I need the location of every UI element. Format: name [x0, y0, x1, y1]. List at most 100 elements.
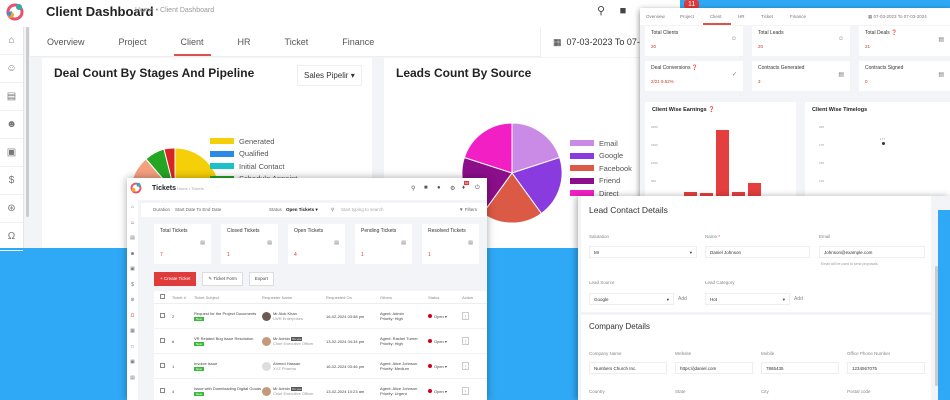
tab-overview[interactable]: Overview — [646, 14, 665, 19]
headset-icon[interactable]: Ω — [130, 312, 135, 319]
notification-badge[interactable]: 11 — [684, 0, 700, 9]
pipeline-select[interactable]: Sales Pipelir ▾ — [297, 65, 362, 86]
cart-icon[interactable]: ⊛ — [130, 297, 135, 303]
row-checkbox[interactable] — [160, 313, 165, 318]
clock-icon[interactable]: ● — [437, 185, 441, 191]
lead-source-select[interactable]: Google ▾ — [589, 293, 674, 305]
calendar-icon[interactable]: ▦ — [130, 328, 135, 334]
bar[interactable] — [716, 130, 729, 200]
tab-hr[interactable]: HR — [738, 14, 745, 19]
sticky-note-icon[interactable]: ■ — [619, 5, 627, 17]
table-row[interactable]: 1 Invoice Issue New Ahmed Hassan XYZ Pharm… — [154, 354, 487, 379]
table-row[interactable]: 2 Request for the Project Documents New M… — [154, 304, 487, 329]
tab-client[interactable]: Client — [710, 14, 722, 19]
bell-icon[interactable]: ♦ 10 — [462, 181, 470, 191]
status-select[interactable]: Open ▾ — [428, 313, 462, 319]
export-button[interactable]: Export — [248, 272, 274, 286]
power-icon[interactable]: ⏻ — [475, 185, 480, 191]
row-checkbox[interactable] — [160, 388, 165, 393]
salutation-select[interactable]: Mr ▾ — [589, 246, 697, 258]
legend-item[interactable]: Email — [570, 137, 632, 150]
legend-item[interactable]: Friend — [570, 175, 632, 188]
row-checkbox[interactable] — [160, 363, 165, 368]
more-actions-button[interactable]: ⋮ — [462, 387, 469, 395]
home-icon[interactable]: ⌂ — [130, 204, 135, 210]
sidebar-scrollbar[interactable] — [26, 27, 29, 217]
briefcase-icon[interactable]: ▣ — [130, 266, 135, 272]
add-lead-category-button[interactable]: Add — [794, 296, 803, 302]
more-actions-button[interactable]: ⋮ — [462, 337, 469, 345]
date-range-picker[interactable]: ▦ 07-03-2023 To 07-03-2024 — [540, 27, 650, 57]
date-range-picker[interactable]: ▦ 07-03-2023 To 07-03-2024 — [868, 14, 927, 19]
create-ticket-button[interactable]: + Create Ticket — [154, 272, 197, 286]
search-icon[interactable]: ⚲ — [411, 186, 416, 192]
lead-category-select[interactable]: Hot ▾ — [705, 293, 790, 305]
row-checkbox[interactable] — [160, 338, 165, 343]
email-field[interactable]: Johnson@example.com — [819, 246, 925, 258]
column-header[interactable]: Ticket Subject — [194, 294, 219, 300]
sticky-note-icon[interactable]: ■ — [424, 185, 428, 191]
tab-ticket[interactable]: Ticket — [284, 37, 309, 47]
name-field[interactable]: Daniel Johnson — [705, 246, 810, 258]
more-actions-button[interactable]: ⋮ — [462, 312, 469, 320]
tab-finance[interactable]: Finance — [790, 14, 807, 19]
chart-icon[interactable]: ▤ — [130, 235, 135, 241]
data-point[interactable] — [882, 142, 885, 145]
legend-item[interactable]: Direct — [570, 187, 632, 200]
column-header[interactable]: Status — [428, 294, 440, 300]
legend-item[interactable]: Facebook — [570, 162, 632, 175]
legend-item[interactable]: Generated — [210, 135, 297, 148]
status-select[interactable]: Open ▾ — [428, 388, 462, 394]
form-scrollbar[interactable] — [935, 266, 938, 386]
leads-pie-chart[interactable] — [462, 123, 562, 223]
ticket-form-button[interactable]: ✎ Ticket Form — [202, 272, 243, 286]
tab-overview[interactable]: Overview — [47, 37, 85, 47]
gear-icon[interactable]: ⚙ — [450, 186, 456, 192]
home-icon[interactable]: ⌂ — [0, 27, 23, 55]
table-row[interactable]: 6 VR Related Bug Issue Resolution New Mr … — [154, 329, 487, 354]
dollar-icon[interactable]: $ — [0, 167, 23, 195]
tab-finance[interactable]: Finance — [342, 37, 375, 47]
status-select[interactable]: Open Tickets ▾ — [286, 207, 318, 212]
select-all-checkbox[interactable] — [160, 294, 165, 299]
app-logo-icon[interactable] — [4, 1, 26, 23]
company-name-field[interactable]: Numbers Church Inc. — [589, 362, 667, 374]
ticket-subject[interactable]: Invoice Issue — [194, 361, 218, 366]
dollar-icon[interactable]: $ — [131, 281, 134, 288]
search-icon[interactable]: ⚲ — [596, 5, 606, 17]
requester-name[interactable]: Mr Admin — [273, 386, 290, 391]
tab-ticket[interactable]: Ticket — [761, 14, 773, 19]
mobile-field[interactable]: 7865435 — [761, 362, 839, 374]
tab-hr[interactable]: HR — [237, 37, 251, 47]
website-field[interactable]: https://jdaniel.com — [675, 362, 753, 374]
filters-button[interactable]: ▼ Filters — [459, 207, 477, 212]
tab-client[interactable]: Client — [164, 27, 221, 56]
ticket-subject[interactable]: Issue with Downloading Digital Goods — [194, 386, 262, 391]
headset-icon[interactable]: Ω — [0, 223, 23, 251]
clipboard-icon[interactable]: ▣ — [130, 359, 135, 365]
ticket-subject[interactable]: VR Related Bug Issue Resolution — [194, 336, 254, 341]
column-header[interactable]: Others — [380, 294, 393, 300]
requester-name[interactable]: Ahmed Hassan — [273, 361, 301, 366]
people-icon[interactable]: ☻ — [0, 111, 23, 139]
file-icon[interactable]: ▤ — [130, 374, 135, 381]
tab-project[interactable]: Project — [680, 14, 695, 19]
more-actions-button[interactable]: ⋮ — [462, 362, 469, 370]
users-icon[interactable]: ☺ — [129, 219, 136, 226]
column-header[interactable]: Requester Name — [262, 294, 293, 300]
people-icon[interactable]: ☻ — [129, 250, 136, 257]
cart-icon[interactable]: ⊛ — [0, 195, 23, 223]
office-phone-field[interactable]: 1234567075 — [847, 362, 925, 374]
legend-item[interactable]: Qualified — [210, 148, 297, 161]
requester-name[interactable]: Mr Alok Khan — [273, 311, 297, 316]
column-header[interactable]: Requested On — [326, 294, 352, 300]
legend-item[interactable]: Initial Contact — [210, 160, 297, 173]
table-row[interactable]: 4 Issue with Downloading Digital Goods Ne… — [154, 379, 487, 400]
ticket-subject[interactable]: Request for the Project Documents — [194, 311, 257, 316]
requester-name[interactable]: Mr Admin — [273, 336, 290, 341]
chat-icon[interactable]: □ — [130, 343, 135, 350]
legend-item[interactable]: Google — [570, 150, 632, 163]
column-header[interactable]: Ticket # — [172, 294, 186, 300]
users-icon[interactable]: ☺ — [0, 55, 23, 83]
bar[interactable] — [748, 183, 761, 200]
